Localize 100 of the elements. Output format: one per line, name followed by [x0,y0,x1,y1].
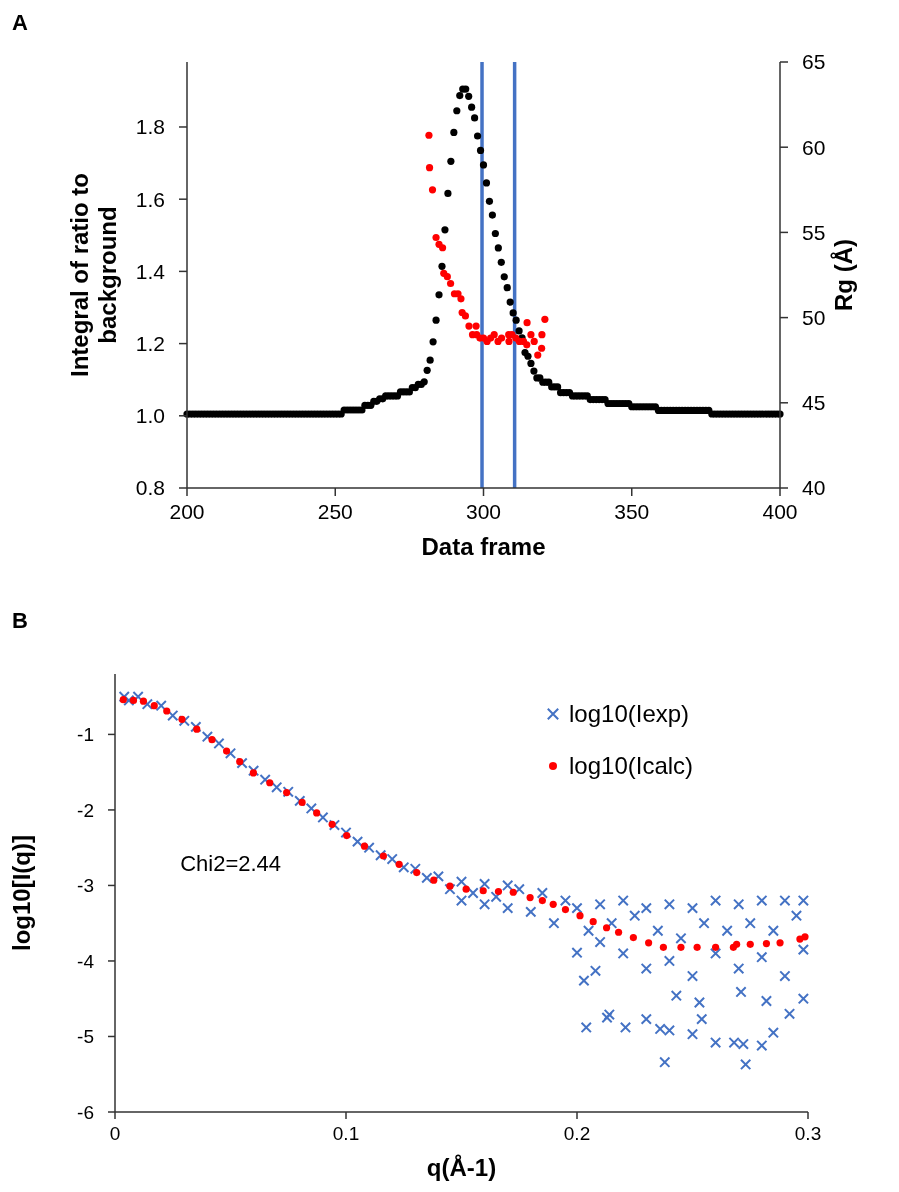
y-axis-title: log10[I(q)] [8,835,35,951]
y-tick-label: -4 [77,950,95,972]
x-axis-title: Data frame [421,533,546,560]
y-tick-label: -6 [77,1101,94,1123]
point [746,940,754,948]
point [438,244,447,252]
point [193,725,201,733]
y-tick-label: -2 [77,799,94,821]
point [249,769,257,777]
point [313,809,321,817]
point [395,860,403,868]
y-tick-label: 1.0 [135,404,165,428]
point [561,906,570,914]
point [163,707,171,715]
point [645,939,653,947]
point [298,798,306,806]
legend-label: log10(Iexp) [569,700,690,728]
y-tick-label: 1.4 [135,259,166,283]
point [614,928,623,936]
y2-tick-label: 60 [802,135,826,159]
x-tick-label: 400 [762,500,798,523]
y-tick-label: -1 [77,724,94,746]
y-tick-label: -3 [77,875,94,897]
point [523,341,531,349]
point [178,715,186,723]
point [762,940,771,948]
point [446,882,454,890]
point [629,933,637,942]
point [432,233,440,242]
point [530,337,538,346]
point [538,344,546,352]
chart-title: B [12,608,28,633]
point [425,164,434,172]
point [523,319,531,327]
point [328,820,336,828]
point [538,896,546,905]
point [360,842,369,850]
point [549,900,557,908]
point [733,940,741,948]
x-tick-label: 0.2 [563,1123,591,1144]
point [472,322,480,330]
point [462,885,470,893]
y2-tick-label: 40 [802,476,826,500]
point [428,186,437,194]
point [446,279,455,288]
point [538,331,546,339]
point [150,702,158,710]
point [236,758,244,766]
point [465,322,473,330]
point [413,869,421,877]
point [425,131,433,139]
x-axis-title: q(Å-1) [426,1154,497,1181]
x-tick-label: 0.3 [794,1123,822,1144]
point [509,888,517,896]
point [139,697,148,705]
point [266,779,274,787]
y-tick-label: 1.6 [135,187,165,211]
y2-tick-label: 45 [802,391,826,415]
y-tick-label: 1.8 [135,115,165,139]
y-tick-label: -5 [77,1026,94,1048]
point [479,887,487,895]
point [602,924,611,932]
chart-title: A [12,10,28,35]
point [343,832,351,840]
point [659,943,667,951]
legend-label: log10(Icalc) [569,752,694,780]
y-axis-title: Integral of ratio to background [66,173,121,377]
point [119,696,127,704]
point [801,933,809,941]
y2-tick-label: 65 [802,50,826,74]
point [430,876,438,884]
point [526,893,534,902]
point [208,736,216,744]
x-tick-label: 300 [465,500,502,523]
point [677,943,685,951]
point [776,939,784,947]
point [494,887,503,896]
y-tick-label: 1.2 [135,331,165,355]
x-tick-label: 350 [614,500,650,523]
point [541,315,549,323]
y2-tick-label: 50 [802,305,826,329]
point [443,273,451,281]
point [505,337,513,346]
x-tick-label: 0.1 [332,1123,360,1144]
point [589,918,597,926]
point [693,943,701,951]
point [576,912,584,920]
point [129,696,138,705]
point [222,747,231,755]
y2-axis-title: Rg (Å) [830,239,857,311]
point [457,295,465,303]
x-tick-label: 250 [317,500,353,523]
point [712,943,720,951]
point [497,334,506,342]
point [461,312,470,320]
x-tick-label: 0 [109,1123,121,1144]
point [379,852,388,860]
x-tick-label: 200 [169,500,205,523]
point [534,351,542,359]
annotation: Chi2=2.44 [180,851,282,877]
